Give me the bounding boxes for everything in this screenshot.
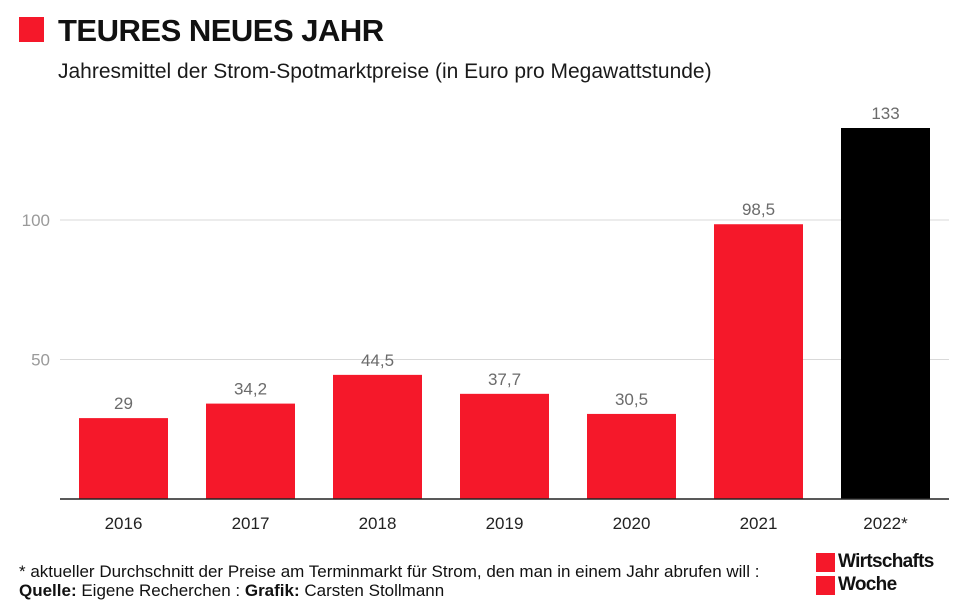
value-label: 133 [871, 104, 899, 123]
y-tick-label: 50 [31, 351, 50, 370]
logo-text-line1: Wirtschafts [838, 551, 934, 572]
bar [206, 403, 295, 499]
bar [714, 224, 803, 499]
x-tick-label: 2020 [613, 514, 651, 533]
value-label: 44,5 [361, 351, 394, 370]
x-tick-label: 2019 [486, 514, 524, 533]
source-label: Quelle: [19, 581, 77, 600]
footnote-note: * aktueller Durchschnitt der Preise am T… [19, 562, 760, 581]
x-tick-label: 2017 [232, 514, 270, 533]
bar [587, 413, 676, 499]
y-tick-label: 100 [22, 211, 50, 230]
value-label: 29 [114, 394, 133, 413]
x-tick-label: 2021 [740, 514, 778, 533]
graphic-label: Grafik: [244, 581, 300, 600]
logo-square-bottom [816, 576, 835, 595]
bar [841, 128, 930, 499]
x-tick-label: 2016 [105, 514, 143, 533]
wirtschaftswoche-logo: Wirtschafts Woche [816, 550, 951, 598]
chart-title: TEURES NEUES JAHR [58, 13, 384, 48]
graphic-credit: Carsten Stollmann [299, 581, 445, 600]
chart-subtitle: Jahresmittel der Strom-Spotmarktpreise (… [58, 60, 712, 83]
value-label: 30,5 [615, 390, 648, 409]
value-label: 37,7 [488, 370, 521, 389]
title-marker [19, 17, 44, 42]
value-label: 98,5 [742, 200, 775, 219]
x-tick-label: 2022* [863, 514, 908, 533]
logo-text-line2: Woche [838, 574, 897, 595]
value-label: 34,2 [234, 380, 267, 399]
bar [333, 374, 422, 499]
bar [460, 393, 549, 499]
x-tick-label: 2018 [359, 514, 397, 533]
bar [79, 418, 168, 499]
bar-chart: 50 100 29 2016 34,2 2017 44,5 2018 37,7 2019 30,5 2… [22, 104, 949, 533]
logo-square-top [816, 553, 835, 572]
footnote: * aktueller Durchschnitt der Preise am T… [19, 562, 819, 600]
source-text: Eigene Recherchen : [76, 581, 245, 600]
